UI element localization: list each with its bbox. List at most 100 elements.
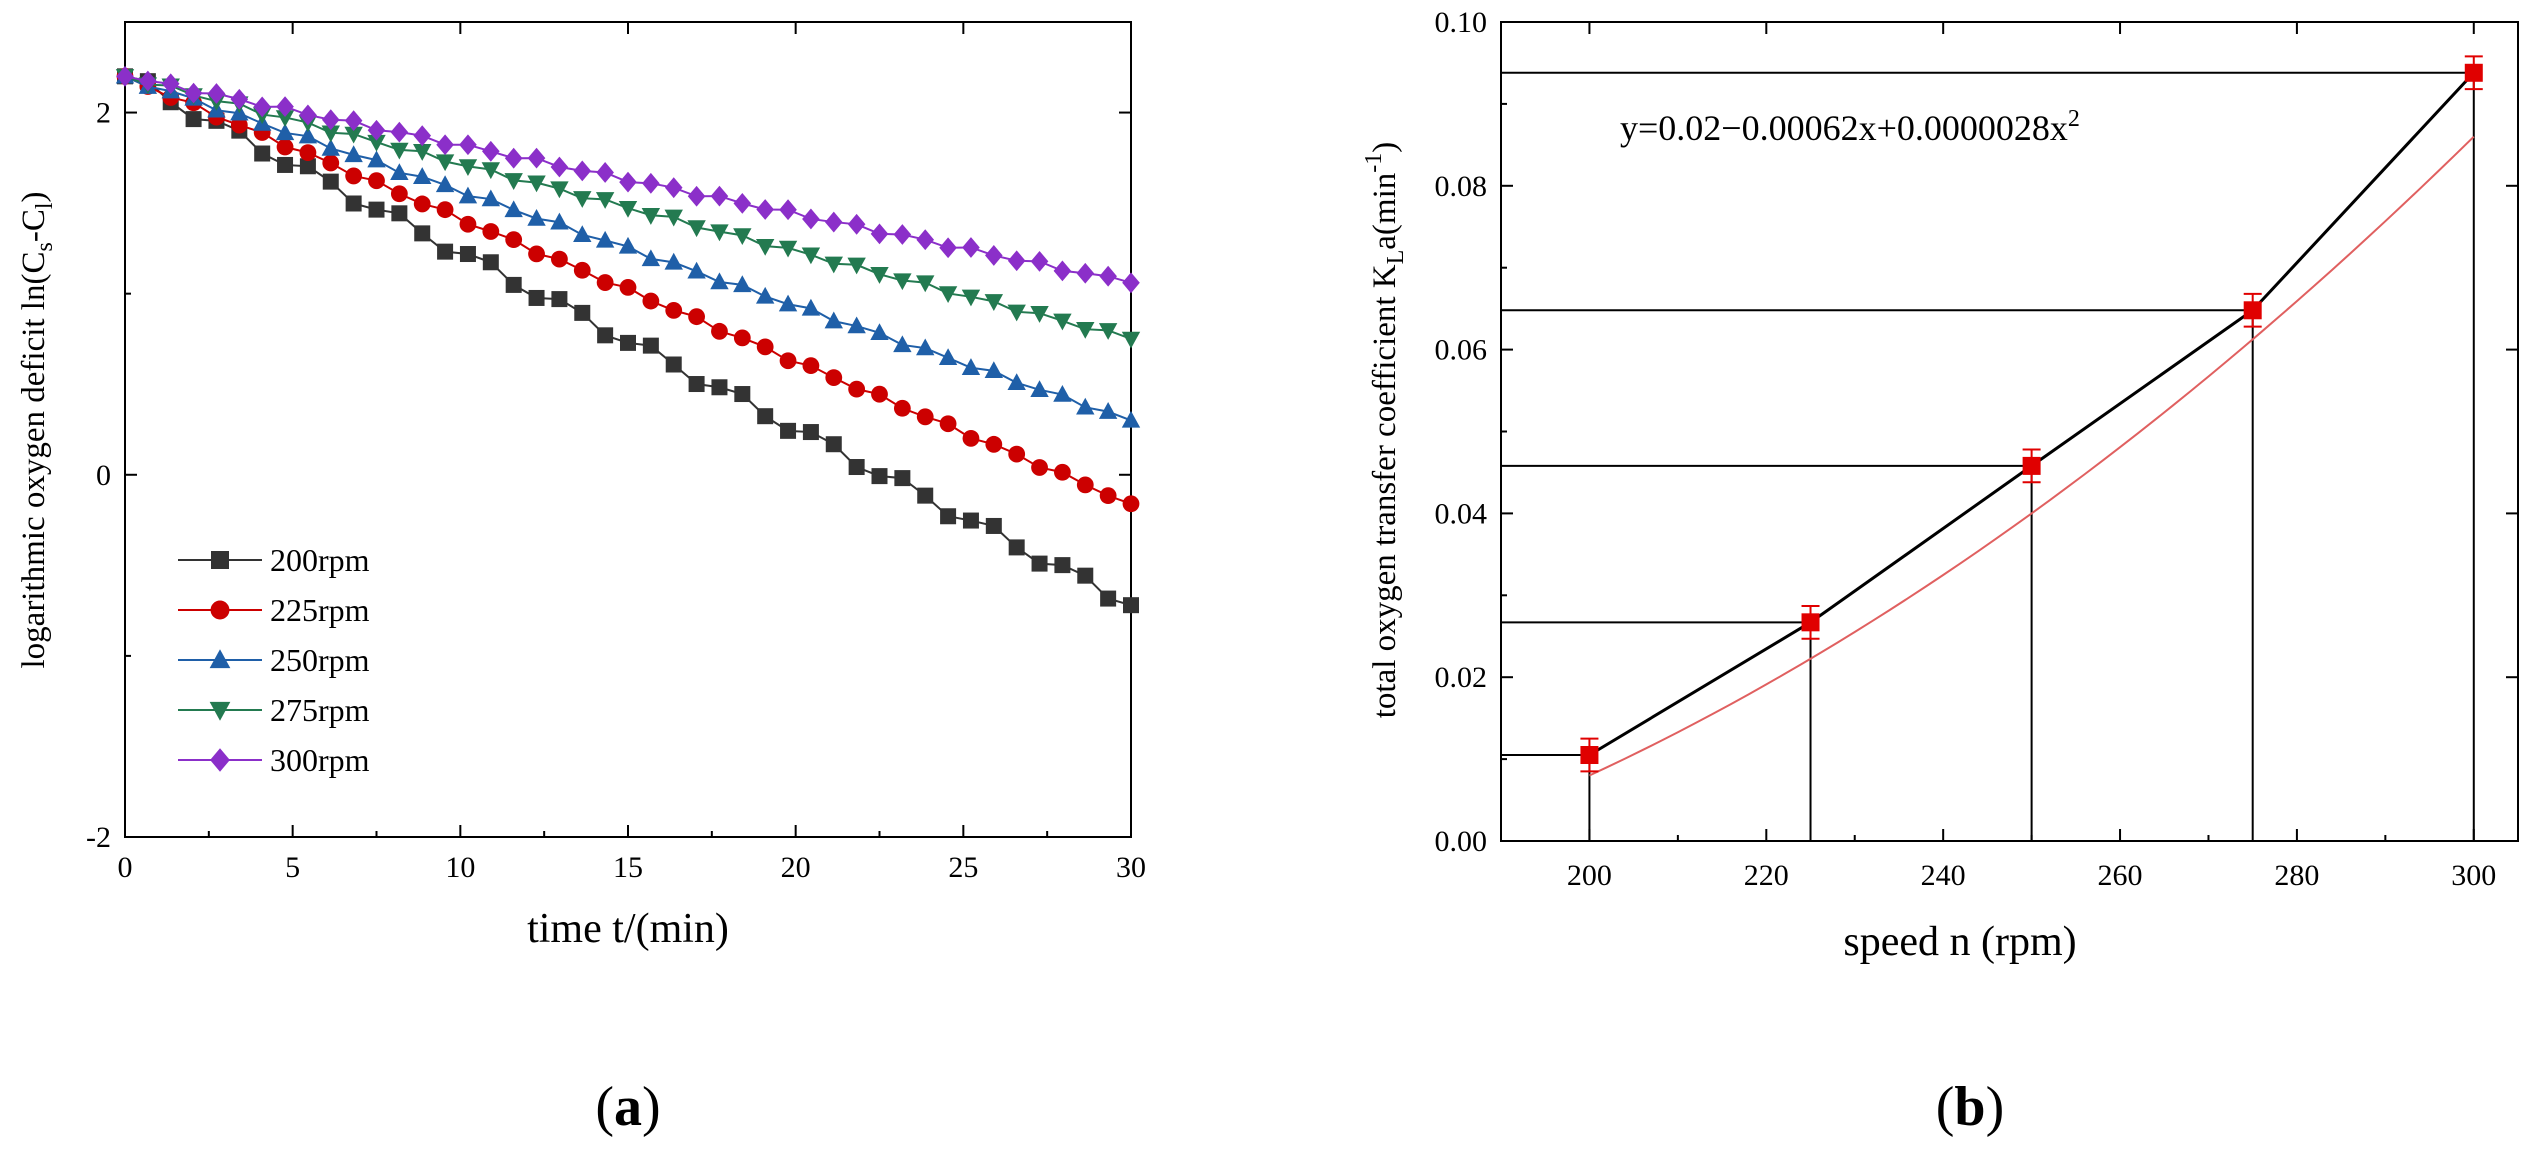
data-point-225rpm: [390, 185, 408, 203]
data-point-200rpm: [459, 246, 476, 263]
data-point-300rpm: [847, 213, 866, 235]
data-point-300rpm: [1053, 260, 1072, 282]
panel-b-y-tick-label: 0.10: [1435, 6, 1488, 39]
data-point-275rpm: [870, 267, 889, 284]
data-point-250rpm: [1076, 397, 1095, 415]
data-point-275rpm: [275, 110, 295, 128]
panel-a-ticks: 0 5 10 15 20 25 30-202: [86, 22, 1146, 884]
data-point-275rpm: [458, 159, 478, 176]
data-point-200rpm: [757, 408, 774, 425]
data-point-275rpm: [573, 191, 592, 208]
data-point-250rpm: [641, 249, 661, 267]
data-point-300rpm: [596, 162, 614, 183]
panel-a-y-tick-label: 2: [96, 97, 111, 130]
data-point-250rpm: [321, 138, 340, 156]
data-marker: [2243, 301, 2262, 320]
data-point-275rpm: [664, 209, 683, 227]
panel-b-label: (b): [1936, 1076, 2004, 1138]
data-point-275rpm: [801, 247, 821, 265]
data-point-300rpm: [459, 134, 477, 156]
data-point-250rpm: [1053, 384, 1072, 402]
data-point-275rpm: [390, 142, 409, 160]
data-point-275rpm: [527, 175, 546, 193]
data-point-200rpm: [711, 379, 728, 396]
data-point-225rpm: [939, 415, 957, 433]
data-point-300rpm: [139, 70, 157, 92]
data-point-225: [1801, 604, 1820, 640]
panel-a-x-tick-label: 10: [445, 851, 475, 884]
data-point-300rpm: [299, 104, 317, 126]
data-point-200rpm: [185, 111, 202, 128]
data-point-250rpm: [344, 145, 363, 163]
data-point-275rpm: [687, 220, 706, 238]
data-point-200rpm: [368, 201, 385, 218]
panel-b-fit-equation: y=0.02−0.00062x+0.0000028x2: [1620, 106, 2080, 148]
panel-b-y-tick-label: 0.00: [1435, 825, 1488, 858]
panel-a-series: [115, 65, 1141, 614]
legend-item-250rpm: 250rpm: [178, 642, 370, 678]
panel-a-chart: 0 5 10 15 20 25 30-202 time t/(min) logarithmi…: [16, 21, 1146, 1138]
data-point-200rpm: [620, 334, 636, 351]
data-point-200rpm: [391, 205, 408, 222]
legend-label: 225rpm: [270, 592, 370, 628]
data-point-275rpm: [710, 224, 729, 242]
data-point-225rpm: [985, 435, 1003, 453]
data-point-300rpm: [1122, 272, 1140, 294]
series-300rpm: [116, 65, 1140, 294]
data-point-300rpm: [390, 121, 409, 143]
legend-marker: [209, 701, 231, 721]
data-point-225rpm: [962, 429, 980, 447]
data-point-275rpm: [1030, 306, 1049, 323]
data-point-200rpm: [414, 225, 431, 242]
data-point-225rpm: [619, 279, 637, 296]
legend-item-200rpm: 200rpm: [178, 542, 370, 578]
data-point-250rpm: [298, 126, 318, 144]
panel-b-x-tick-label: 280: [2274, 859, 2319, 892]
data-point-225rpm: [893, 399, 911, 417]
data-point-250rpm: [824, 311, 843, 329]
data-point-275rpm: [733, 228, 752, 245]
data-point-275rpm: [1121, 331, 1141, 349]
panel-a-x-tick-label: 30: [1116, 851, 1146, 884]
legend-item-300rpm: 300rpm: [178, 742, 370, 778]
data-point-275rpm: [481, 162, 501, 180]
panel-b-x-tick-label: 300: [2451, 859, 2496, 892]
data-point-250rpm: [595, 230, 615, 248]
panel-a-y-tick-label: -2: [86, 821, 111, 854]
data-point-300rpm: [1007, 250, 1026, 272]
legend-label: 275rpm: [270, 692, 370, 728]
data-point-250rpm: [1121, 410, 1141, 428]
data-point-225rpm: [848, 380, 866, 398]
data-point-300rpm: [253, 96, 271, 118]
data-point-300rpm: [207, 83, 226, 104]
panel-a-legend: 200rpm 225rpm 250rpm 275rpm 300rpm: [178, 542, 370, 778]
data-point-200rpm: [917, 487, 934, 504]
data-point-300rpm: [687, 185, 706, 207]
data-point-250rpm: [870, 323, 889, 340]
fit-curve: [1589, 135, 2475, 777]
data-point-300: [2464, 55, 2483, 91]
data-point-200rpm: [780, 422, 797, 439]
data-point-300rpm: [893, 224, 912, 245]
data-point-200rpm: [848, 459, 865, 476]
data-point-200rpm: [551, 291, 568, 308]
data-point-275rpm: [1007, 304, 1026, 322]
data-point-225rpm: [551, 250, 568, 268]
data-point-300rpm: [230, 88, 249, 110]
data-point-300rpm: [733, 192, 752, 214]
data-point-250rpm: [435, 175, 455, 193]
series-225rpm: [116, 67, 1140, 513]
panel-a-x-tick-label: 25: [948, 851, 978, 884]
data-point-225rpm: [665, 302, 683, 319]
data-point-275rpm: [344, 126, 363, 144]
data-point-300rpm: [939, 237, 957, 259]
data-point-250rpm: [527, 209, 546, 226]
data-point-200rpm: [345, 195, 362, 212]
panel-a-x-tick-label: 5: [285, 851, 300, 884]
data-point-300rpm: [962, 237, 980, 258]
data-point-300rpm: [916, 229, 935, 251]
data-point-200rpm: [505, 276, 522, 293]
data-point-275: [2243, 292, 2262, 328]
data-point-300rpm: [184, 82, 203, 104]
